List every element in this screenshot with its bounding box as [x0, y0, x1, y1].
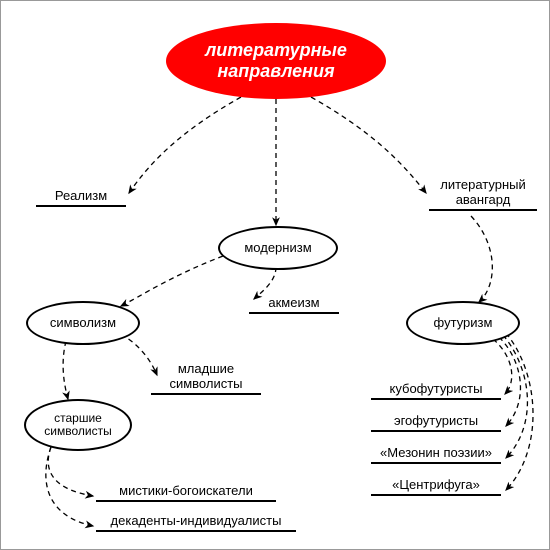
leaf-label: «Мезонин поэзии» — [371, 445, 501, 460]
leaf-label: кубофутуристы — [371, 381, 501, 396]
arrow — [121, 256, 223, 306]
leaf-junior_symbolists: младшиесимволисты — [151, 361, 261, 395]
leaf-label: Реализм — [36, 188, 126, 203]
leaf-label: акмеизм — [249, 295, 339, 310]
leaf-label: «Центрифуга» — [371, 477, 501, 492]
leaf-mystics: мистики-богоискатели — [96, 483, 276, 502]
arrow — [471, 216, 492, 302]
leaf-underline — [429, 209, 537, 211]
diagram-canvas: литературныенаправления модернизм символи… — [0, 0, 550, 550]
leaf-label: младшиесимволисты — [151, 361, 261, 391]
leaf-underline — [96, 500, 276, 502]
leaf-realism: Реализм — [36, 188, 126, 207]
node-symbolism: символизм — [26, 301, 140, 345]
leaf-decadents: декаденты-индивидуалисты — [96, 513, 296, 532]
leaf-acmeism: акмеизм — [249, 295, 339, 314]
arrow — [499, 337, 520, 426]
leaf-label: мистики-богоискатели — [96, 483, 276, 498]
node-futurism: футуризм — [406, 301, 520, 345]
leaf-underline — [96, 530, 296, 532]
arrow — [311, 97, 426, 193]
leaf-centrifuge: «Центрифуга» — [371, 477, 501, 496]
arrow — [63, 341, 68, 399]
leaf-underline — [371, 462, 501, 464]
leaf-underline — [151, 393, 261, 395]
leaf-label: литературныйавангард — [429, 177, 537, 207]
arrow — [48, 447, 93, 496]
node-senior_symbolists: старшиесимволисты — [24, 399, 132, 451]
leaf-underline — [249, 312, 339, 314]
arrow — [46, 447, 93, 526]
leaf-avantgarde: литературныйавангард — [429, 177, 537, 211]
leaf-underline — [371, 494, 501, 496]
arrow — [503, 335, 527, 458]
arrow — [129, 97, 241, 193]
leaf-label: декаденты-индивидуалисты — [96, 513, 296, 528]
node-modernism: модернизм — [218, 226, 338, 270]
leaf-underline — [36, 205, 126, 207]
leaf-mezonin: «Мезонин поэзии» — [371, 445, 501, 464]
arrow — [506, 333, 533, 490]
leaf-underline — [371, 430, 501, 432]
leaf-egofuturists: эгофутуристы — [371, 413, 501, 432]
leaf-underline — [371, 398, 501, 400]
leaf-label: эгофутуристы — [371, 413, 501, 428]
root-node: литературныенаправления — [166, 23, 386, 99]
leaf-cubofuturists: кубофутуристы — [371, 381, 501, 400]
